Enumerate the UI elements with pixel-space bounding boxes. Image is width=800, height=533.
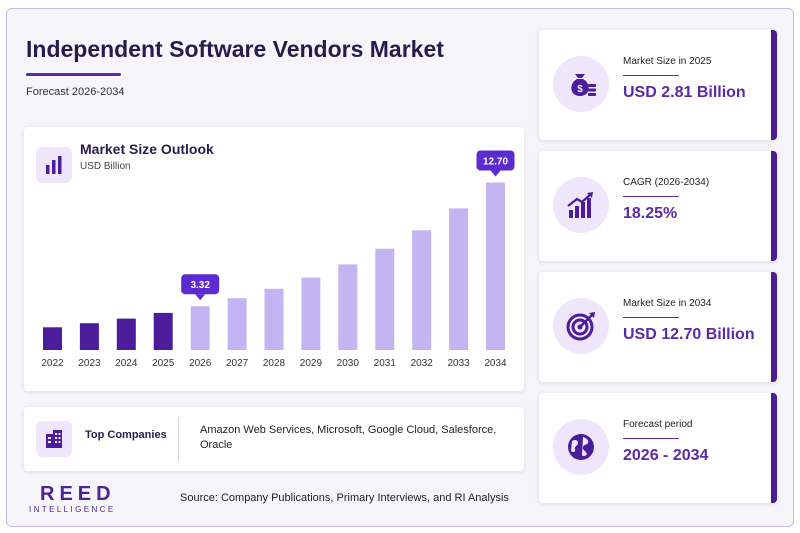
kpi-card-market-2034: Market Size in 2034 USD 12.70 Billion — [539, 272, 777, 382]
kpi-card-cagr: CAGR (2026-2034) 18.25% — [539, 151, 777, 261]
bar-2031 — [375, 248, 395, 350]
companies-list: Amazon Web Services, Microsoft, Google C… — [200, 424, 497, 451]
companies-card: Top Companies Amazon Web Services, Micro… — [24, 407, 524, 471]
divider — [178, 417, 179, 461]
x-tick-label: 2025 — [152, 358, 175, 369]
growth-chart-icon — [553, 177, 609, 233]
x-tick-label: 2033 — [447, 358, 470, 369]
callout-2026: 3.32 — [181, 274, 220, 301]
x-tick-label: 2022 — [41, 358, 64, 369]
x-tick-label: 2031 — [374, 358, 397, 369]
logo-subtext: INTELLIGENCE — [29, 505, 116, 514]
bar-2023 — [79, 323, 99, 350]
bar-2028 — [264, 288, 284, 350]
title-underline — [26, 73, 121, 76]
building-icon — [36, 421, 72, 457]
kpi-label: CAGR (2026-2034) — [623, 177, 710, 188]
data-label: 12.70 — [483, 157, 508, 168]
x-tick-label: 2024 — [115, 358, 138, 369]
data-label: 3.32 — [190, 280, 210, 291]
page-title: Independent Software Vendors Market — [26, 36, 444, 62]
x-tick-label: 2030 — [337, 358, 360, 369]
bar-2034 — [486, 182, 505, 350]
kpi-divider — [623, 438, 679, 439]
bar-2032 — [412, 230, 432, 350]
x-tick-label: 2026 — [189, 358, 212, 369]
chart-title: Market Size Outlook — [80, 141, 214, 157]
kpi-card-forecast-period: Forecast period 2026 - 2034 — [539, 393, 777, 503]
bar-2029 — [301, 277, 321, 350]
x-tick-label: 2028 — [263, 358, 286, 369]
kpi-divider — [623, 317, 679, 318]
globe-icon — [553, 419, 609, 475]
svg-text:$: $ — [577, 84, 583, 95]
bar-2026 — [190, 306, 210, 350]
kpi-label: Market Size in 2025 — [623, 56, 712, 67]
target-icon — [553, 298, 609, 354]
x-tick-label: 2023 — [78, 358, 101, 369]
kpi-card-market-2025: $ Market Size in 2025 USD 2.81 Billion — [539, 30, 777, 140]
chart-unit: USD Billion — [80, 161, 131, 172]
bar-chart-icon — [36, 147, 72, 183]
callout-pointer — [195, 294, 206, 301]
kpi-accent — [771, 151, 777, 261]
kpi-value: USD 2.81 Billion — [623, 84, 746, 101]
callout-box — [181, 274, 220, 295]
bar-2027 — [227, 298, 247, 350]
kpi-accent — [771, 272, 777, 382]
money-bag-icon: $ — [553, 56, 609, 112]
bar-2024 — [116, 318, 136, 350]
callout-2034: 12.70 — [476, 150, 515, 177]
kpi-divider — [623, 196, 679, 197]
kpi-label: Forecast period — [623, 419, 693, 430]
x-tick-label: 2034 — [484, 358, 507, 369]
x-tick-label: 2032 — [411, 358, 434, 369]
x-tick-label: 2029 — [300, 358, 323, 369]
bar-2022 — [43, 327, 62, 350]
kpi-divider — [623, 75, 679, 76]
bar-2025 — [153, 312, 173, 350]
kpi-accent — [771, 30, 777, 140]
callout-pointer — [490, 170, 501, 177]
kpi-label: Market Size in 2034 — [623, 298, 712, 309]
kpi-value: 2026 - 2034 — [623, 447, 709, 464]
logo-wordmark: REED — [40, 483, 116, 505]
source-note: Source: Company Publications, Primary In… — [180, 492, 509, 504]
page-subtitle: Forecast 2026-2034 — [26, 86, 125, 98]
callout-box — [476, 150, 515, 171]
companies-label: Top Companies — [85, 429, 167, 441]
bar-2033 — [449, 208, 469, 350]
bar-chart: 2022 2023 2024 2025 2026 2027 2028 2029 2030 2031… — [41, 150, 515, 369]
bar-2030 — [338, 264, 358, 350]
kpi-accent — [771, 393, 777, 503]
kpi-value: 18.25% — [623, 205, 678, 222]
chart-card: Market Size Outlook USD Billion 2022 2023… — [24, 127, 524, 391]
x-tick-label: 2027 — [226, 358, 249, 369]
kpi-value: USD 12.70 Billion — [623, 326, 755, 343]
